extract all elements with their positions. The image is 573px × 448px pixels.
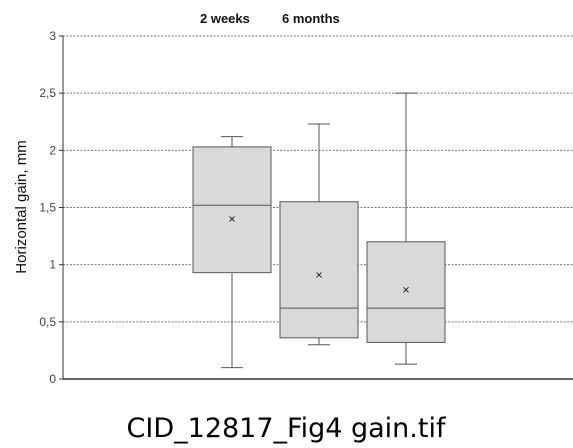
boxes (192, 92, 446, 369)
box-mean-marker (229, 216, 235, 222)
mean-marker-stroke (403, 286, 409, 293)
y-tick-label: 1,5 (39, 201, 56, 215)
box-iqr (366, 241, 446, 343)
axes: 0 0,5 1 1,5 2 2,5 3 (39, 29, 573, 386)
mean-marker-stroke (316, 272, 322, 278)
y-tick-label: 1 (49, 258, 56, 272)
mean-marker-stroke (229, 216, 235, 222)
y-axis-title: Horizontal gain, mm (13, 140, 30, 273)
y-tick-label: 0 (49, 372, 56, 386)
y-tick-label: 3 (49, 29, 56, 43)
box-iqr (279, 201, 359, 339)
y-tick-label: 2 (49, 143, 56, 157)
box-mean-marker (403, 286, 409, 293)
y-tick-label: 0,5 (39, 315, 56, 329)
y-tick-label: 2,5 (39, 86, 56, 100)
box-mean-marker (316, 272, 322, 278)
legend-label-2-weeks: 2 weeks (200, 11, 250, 26)
box-iqr (192, 146, 272, 274)
image-caption: CID_12817_Fig4 gain.tif (127, 413, 447, 444)
gridlines (63, 35, 573, 323)
legend-label-6-months: 6 months (282, 11, 340, 26)
